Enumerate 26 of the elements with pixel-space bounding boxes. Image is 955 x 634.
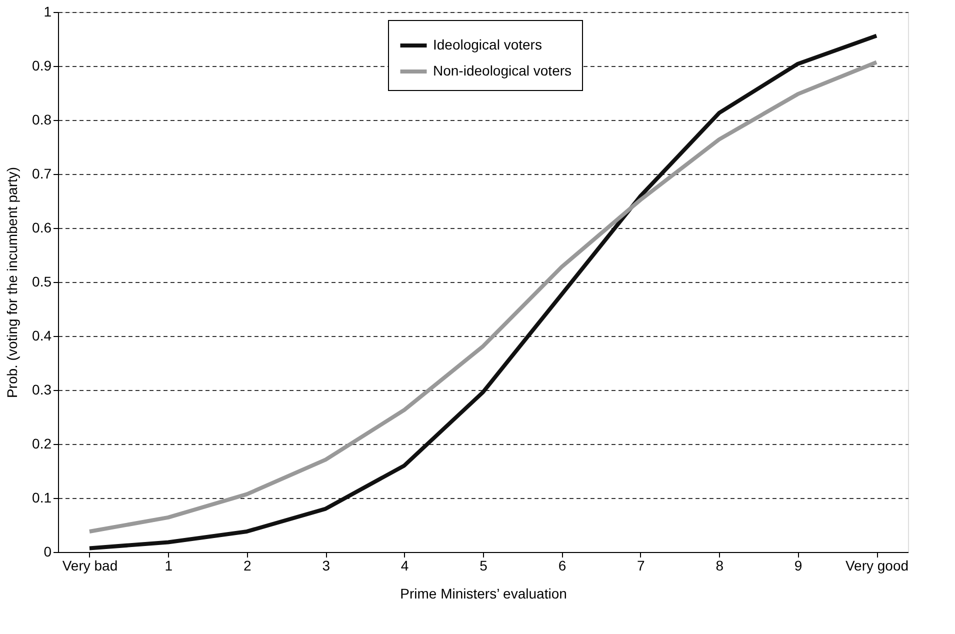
y-tick-label: 0.5 [32,274,52,290]
legend-label: Ideological voters [433,36,542,52]
y-tick-label: 0.8 [32,112,52,128]
x-tick-label: 6 [558,558,566,574]
x-tick-label: Very good [845,558,909,574]
x-tick-label: 8 [716,558,724,574]
x-tick-label: 7 [637,558,646,574]
y-tick-label: 0.6 [32,220,52,236]
legend-label: Non-ideological voters [433,62,572,78]
y-tick-label: 0.7 [32,166,52,182]
x-tick-label: Very bad [62,558,118,574]
x-tick-label: 4 [400,558,409,574]
y-tick-label: 1 [44,4,52,20]
x-tick-label: 9 [794,558,802,574]
x-tick-label: 1 [164,558,173,574]
y-tick-label: 0 [44,544,52,560]
x-tick-label: 5 [480,558,488,574]
y-tick-label: 0.9 [32,58,52,74]
y-tick-label: 0.1 [32,490,52,506]
y-tick-label: 0.4 [32,328,52,344]
y-tick-label: 0.2 [32,436,52,452]
y-tick-label: 0.3 [32,382,52,398]
x-axis-title: Prime Ministers’ evaluation [400,586,567,602]
x-tick-label: 3 [322,558,330,574]
y-axis-title: Prob. (voting for the incumbent party) [4,166,20,398]
x-tick-label: 2 [243,558,252,574]
